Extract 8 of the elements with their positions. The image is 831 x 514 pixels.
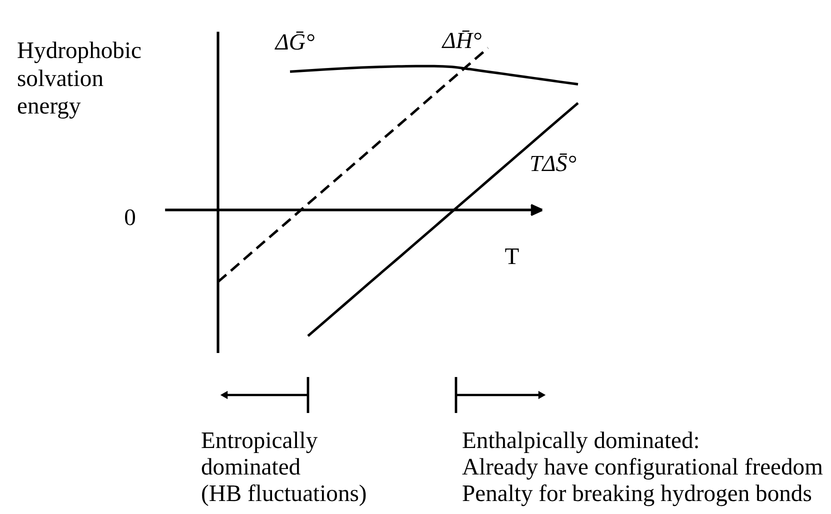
text: Entropically dominated (HB fluctuations) xyxy=(201,428,367,507)
text: Enthalpically dominated: Already have configurational freedom Penalty for breaking hydrogen bonds xyxy=(462,428,823,507)
y-axis-title: Hydrophobic solvation energy xyxy=(17,38,142,120)
series-label: TΔS̄° xyxy=(530,151,576,176)
x-axis-title: T xyxy=(504,244,520,270)
text: 0 xyxy=(124,204,136,231)
series-label: ΔH̄° xyxy=(441,28,482,53)
series-label: ΔḠ° xyxy=(274,30,315,55)
